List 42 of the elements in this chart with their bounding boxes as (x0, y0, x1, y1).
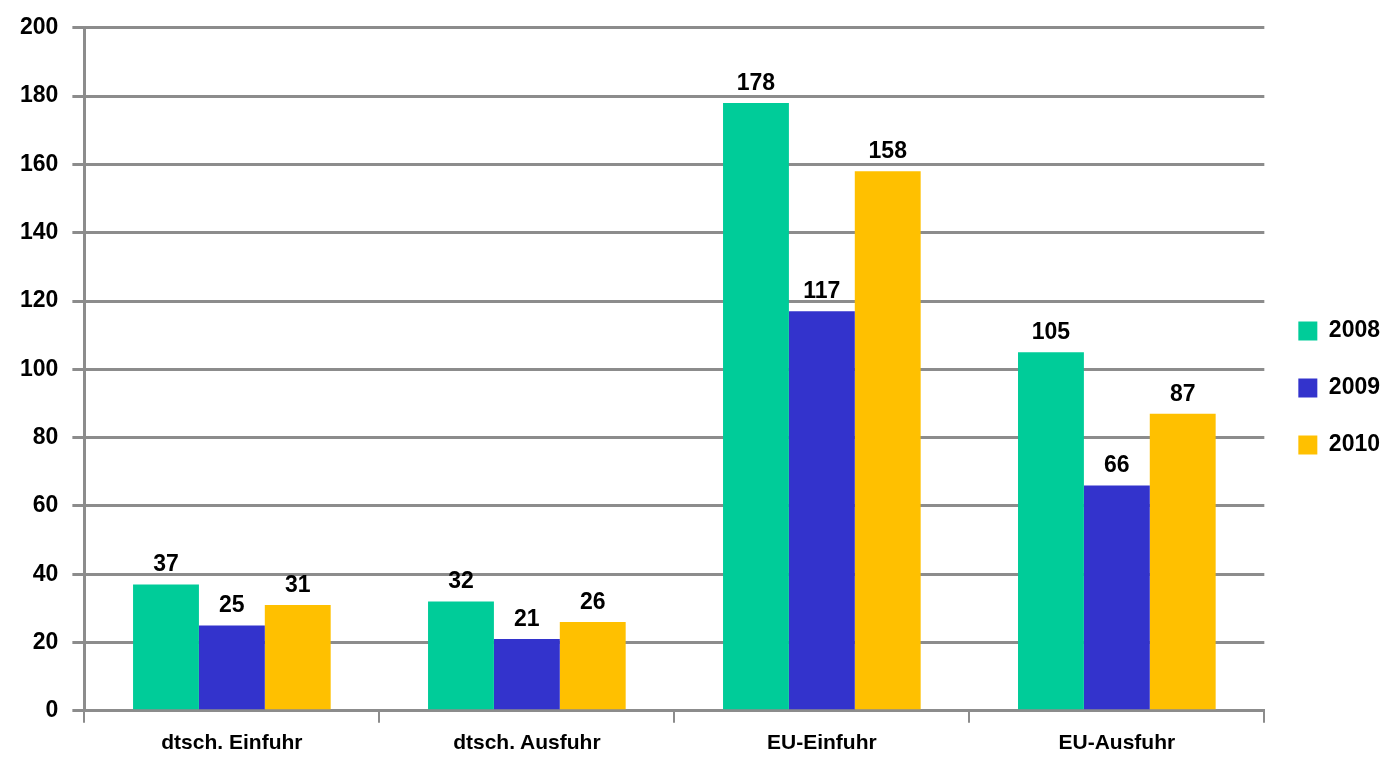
bar (1018, 352, 1084, 710)
legend-label: 2010 (1328, 430, 1381, 457)
y-tick-label: 200 (20, 13, 59, 40)
data-label: 87 (1169, 379, 1196, 406)
data-label: 66 (1104, 451, 1130, 478)
bar (493, 639, 560, 710)
bar (854, 171, 921, 710)
bar (1149, 413, 1216, 710)
y-tick-label: 40 (32, 559, 59, 586)
data-label: 21 (514, 604, 540, 631)
x-tick-label: dtsch. Einfuhr (161, 730, 303, 754)
bar (133, 584, 199, 710)
y-tick-label: 160 (20, 149, 59, 176)
y-tick-label: 80 (32, 422, 59, 449)
data-label: 178 (736, 68, 776, 95)
data-label: 117 (803, 277, 841, 304)
x-tick-label: EU-Ausfuhr (1058, 730, 1176, 754)
y-tick-label: 100 (20, 354, 59, 381)
data-label: 26 (579, 587, 606, 614)
data-label: 32 (448, 567, 474, 594)
y-tick-label: 60 (32, 491, 59, 518)
bar (723, 102, 789, 710)
y-tick-label: 120 (20, 286, 59, 313)
x-tick-label: EU-Einfuhr (767, 730, 877, 754)
y-tick-label: 20 (32, 627, 59, 654)
bar (428, 601, 494, 710)
bar (198, 625, 265, 710)
data-label: 105 (1031, 318, 1071, 345)
data-label: 31 (284, 570, 311, 597)
y-tick-label: 0 (45, 696, 59, 723)
data-label: 25 (219, 591, 245, 618)
bar (788, 311, 855, 710)
data-label: 158 (868, 137, 908, 164)
bar (1083, 485, 1150, 710)
y-tick-label: 140 (20, 218, 59, 245)
data-label: 37 (153, 550, 179, 577)
legend-label: 2009 (1328, 373, 1381, 400)
y-tick-label: 180 (20, 81, 59, 108)
bar (559, 622, 626, 710)
legend-label: 2008 (1328, 316, 1381, 343)
x-tick-label: dtsch. Ausfuhr (453, 730, 601, 754)
bar (264, 604, 331, 710)
